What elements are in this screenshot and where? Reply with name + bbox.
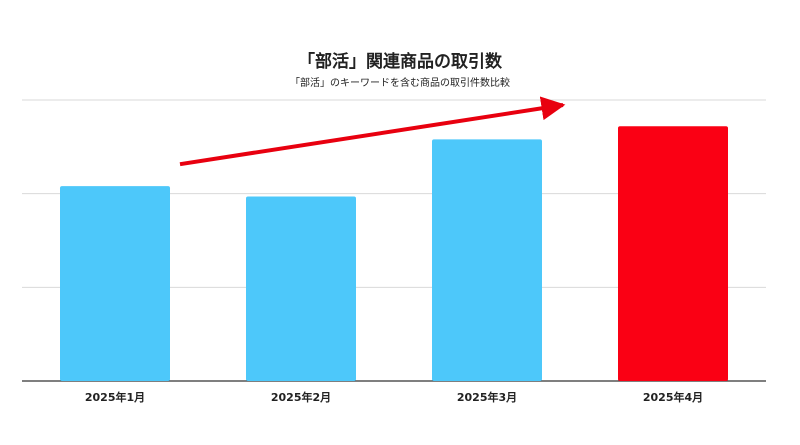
x-tick-label: 2025年2月	[271, 390, 331, 404]
bar-2	[246, 196, 356, 381]
bar-4	[618, 126, 728, 381]
chart-title: 「部活」関連商品の取引数	[298, 52, 502, 72]
x-tick-label: 2025年3月	[457, 390, 517, 404]
bar-3	[432, 139, 542, 381]
x-tick-label: 2025年1月	[85, 390, 145, 404]
chart-subtitle: 「部活」のキーワードを含む商品の取引件数比較	[290, 78, 510, 89]
bar-1	[60, 186, 170, 381]
x-tick-label: 2025年4月	[643, 390, 703, 404]
trend-arrow	[179, 96, 566, 167]
